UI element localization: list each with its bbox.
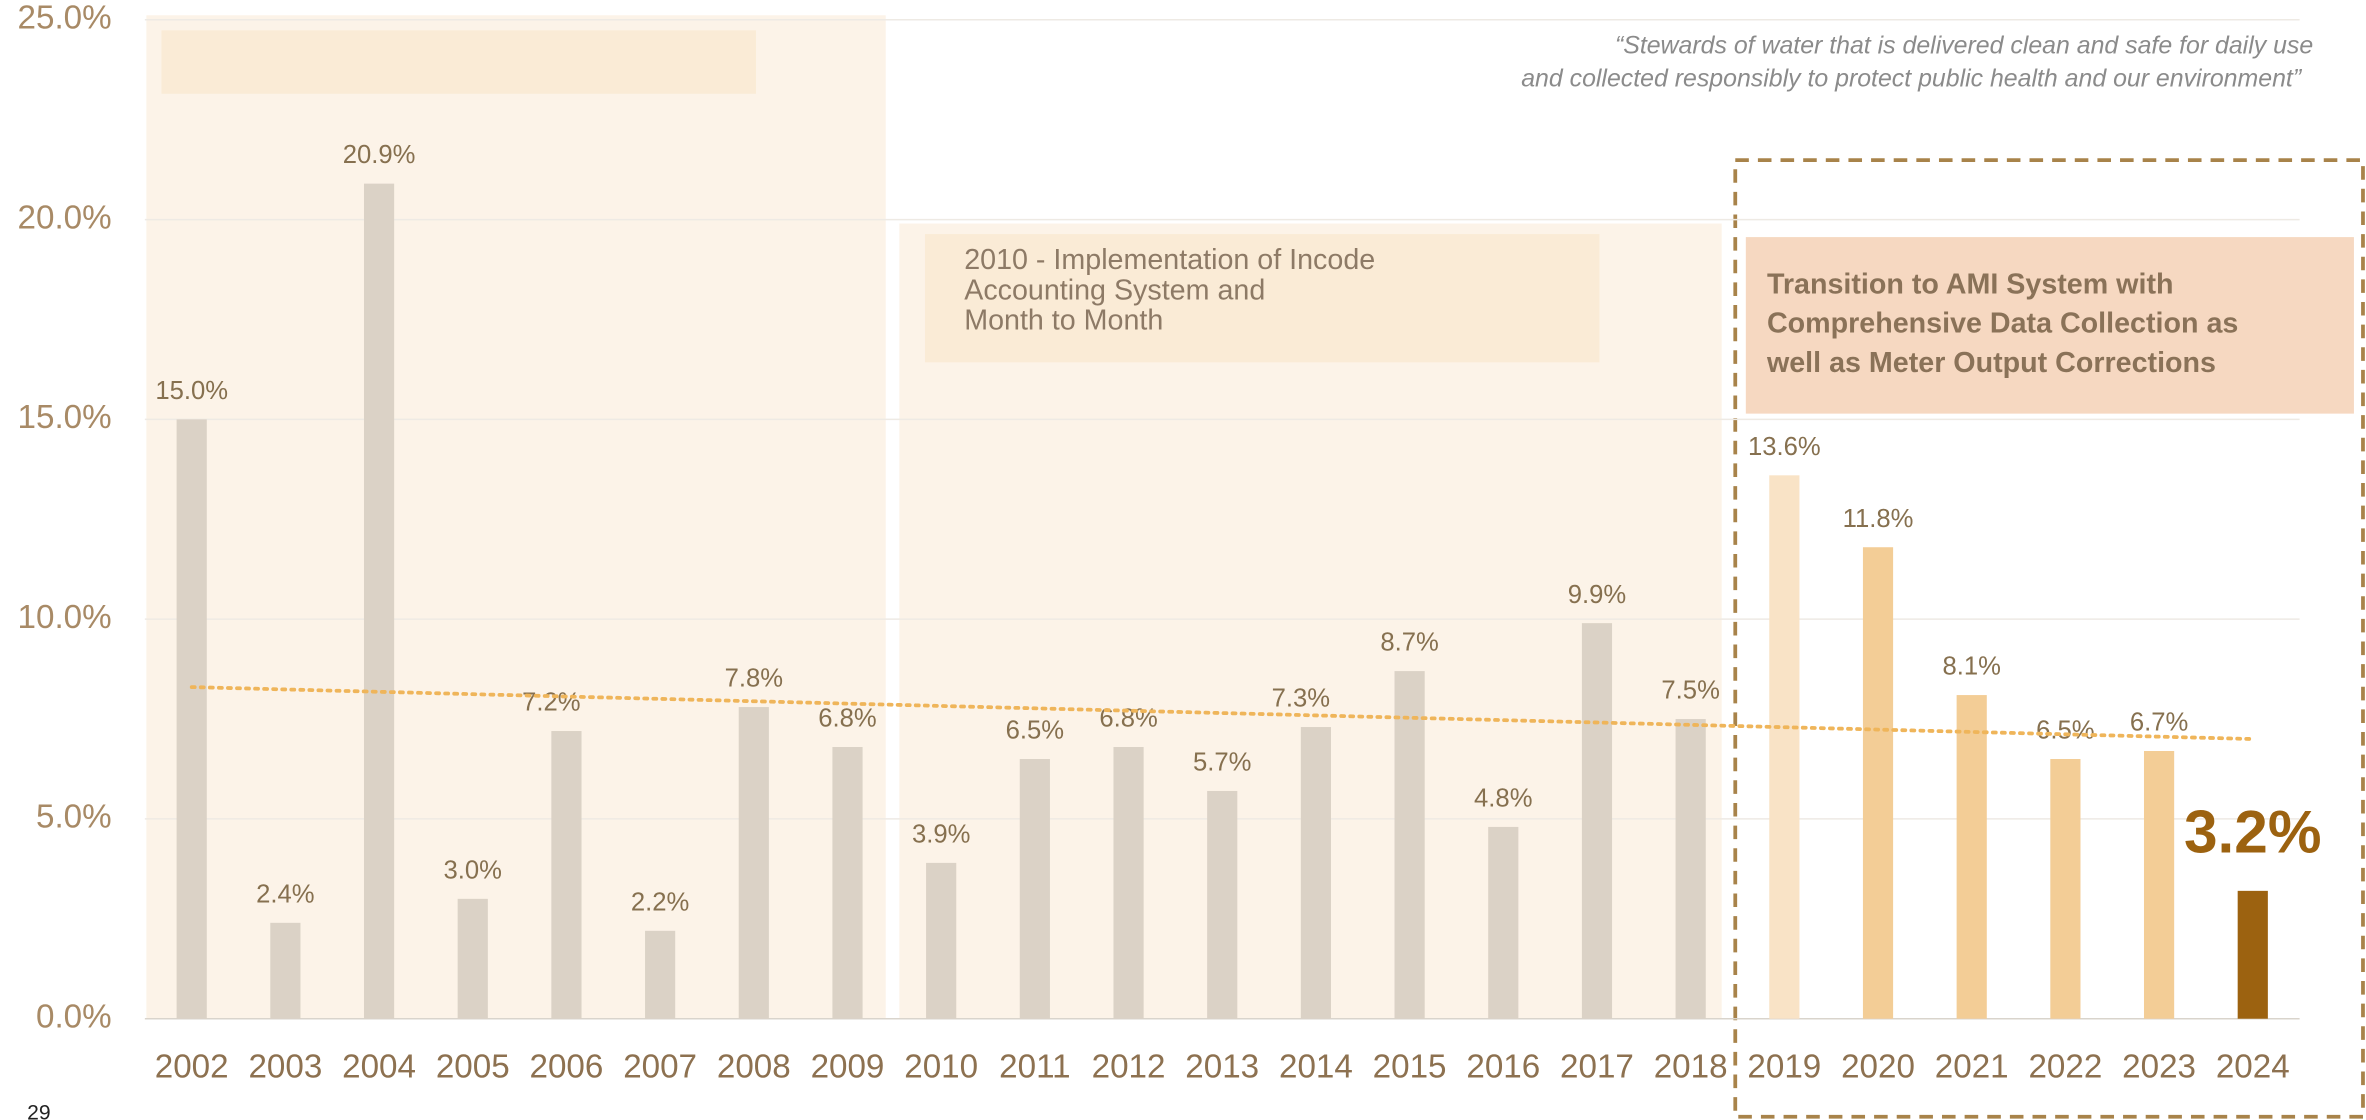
x-tick-label: 2002 [155, 1048, 229, 1085]
bar [1862, 547, 1894, 1019]
x-tick-label: 2018 [1654, 1048, 1728, 1085]
annotation-box [924, 234, 1600, 363]
x-tick-label: 2019 [1747, 1048, 1821, 1085]
data-label: 3.9% [912, 821, 970, 849]
bar [1113, 747, 1144, 1019]
page-number: 29 [27, 1101, 50, 1120]
data-label: 5.7% [1193, 749, 1251, 777]
annotation: 2010 - Implementation of Incode Accountin… [964, 244, 1375, 336]
data-label: 2.4% [256, 880, 314, 908]
bar [270, 922, 301, 1019]
bar [457, 898, 488, 1019]
quote: and collected responsibly to protect pub… [1521, 65, 2303, 93]
bar [1207, 790, 1238, 1019]
data-label: 7.8% [725, 665, 783, 693]
data-label: 3.0% [444, 856, 502, 884]
y-tick-label: 0.0% [36, 998, 112, 1035]
y-tick-label: 15.0% [18, 399, 112, 436]
data-label: 2.2% [631, 888, 689, 916]
x-tick-label: 2012 [1092, 1048, 1166, 1085]
x-tick-label: 2004 [342, 1048, 416, 1085]
empty-note-box [161, 30, 756, 94]
x-tick-label: 2011 [999, 1048, 1070, 1085]
bar [1581, 623, 1613, 1019]
bar [645, 930, 676, 1019]
data-label: 7.3% [1272, 685, 1330, 713]
data-label: 4.8% [1474, 785, 1532, 813]
bar [2143, 751, 2175, 1019]
data-label: 7.2% [522, 689, 580, 717]
y-tick-label: 10.0% [18, 599, 112, 636]
data-label: 8.1% [1942, 653, 2000, 681]
data-label: 20.9% [343, 141, 416, 169]
x-tick-label: 2008 [717, 1048, 791, 1085]
x-tick-label: 2010 [904, 1048, 978, 1085]
trendline [189, 685, 2255, 741]
bar [1300, 727, 1332, 1019]
bar [926, 862, 957, 1019]
x-tick-label: 2014 [1279, 1048, 1353, 1085]
era-panel [146, 15, 886, 1019]
bar [1394, 671, 1425, 1019]
x-tick-label: 2006 [530, 1048, 604, 1085]
bar [1675, 719, 1706, 1019]
bar [176, 419, 207, 1019]
data-label: 15.0% [155, 377, 228, 405]
data-label: 3.2% [2184, 797, 2322, 865]
bar [1956, 695, 1987, 1019]
data-label: 7.5% [1661, 677, 1719, 705]
bar [2050, 758, 2081, 1019]
bar [1488, 826, 1519, 1019]
grid [144, 19, 2300, 1020]
y-tick-label: 25.0% [18, 0, 112, 37]
x-tick-label: 2015 [1373, 1048, 1447, 1085]
x-tick-label: 2023 [2122, 1048, 2196, 1085]
x-tick-label: 2016 [1466, 1048, 1540, 1085]
x-tick-label: 2003 [248, 1048, 322, 1085]
data-label: 6.5% [2036, 717, 2094, 745]
x-tick-label: 2021 [1935, 1048, 2009, 1085]
y-tick-label: 5.0% [36, 799, 112, 836]
x-tick-label: 2022 [2028, 1048, 2102, 1085]
data-label: 6.5% [1006, 717, 1064, 745]
x-tick-label: 2024 [2216, 1048, 2290, 1085]
annotation-box [1745, 237, 2354, 414]
data-label: 11.8% [1843, 505, 1914, 533]
x-tick-label: 2017 [1560, 1048, 1634, 1085]
bar [1769, 475, 1800, 1019]
data-label: 6.8% [818, 705, 876, 733]
data-label: 9.9% [1568, 581, 1626, 609]
x-tick-label: 2020 [1841, 1048, 1915, 1085]
bar [738, 707, 769, 1019]
x-tick-label: 2005 [436, 1048, 510, 1085]
x-tick-label: 2013 [1185, 1048, 1259, 1085]
bar [2237, 890, 2268, 1019]
data-label: 6.7% [2130, 709, 2188, 737]
data-label: 13.6% [1748, 433, 1821, 461]
bar [363, 183, 395, 1019]
bar [1019, 758, 1050, 1019]
bar [551, 731, 582, 1019]
bar [832, 747, 863, 1019]
x-tick-label: 2007 [623, 1048, 697, 1085]
quote: “Stewards of water that is delivered cle… [1615, 32, 2313, 60]
data-label: 8.7% [1380, 629, 1438, 657]
y-tick-label: 20.0% [18, 199, 112, 236]
annotation: Transition to AMI System with Comprehensi… [1766, 268, 2238, 378]
x-tick-label: 2009 [811, 1048, 885, 1085]
